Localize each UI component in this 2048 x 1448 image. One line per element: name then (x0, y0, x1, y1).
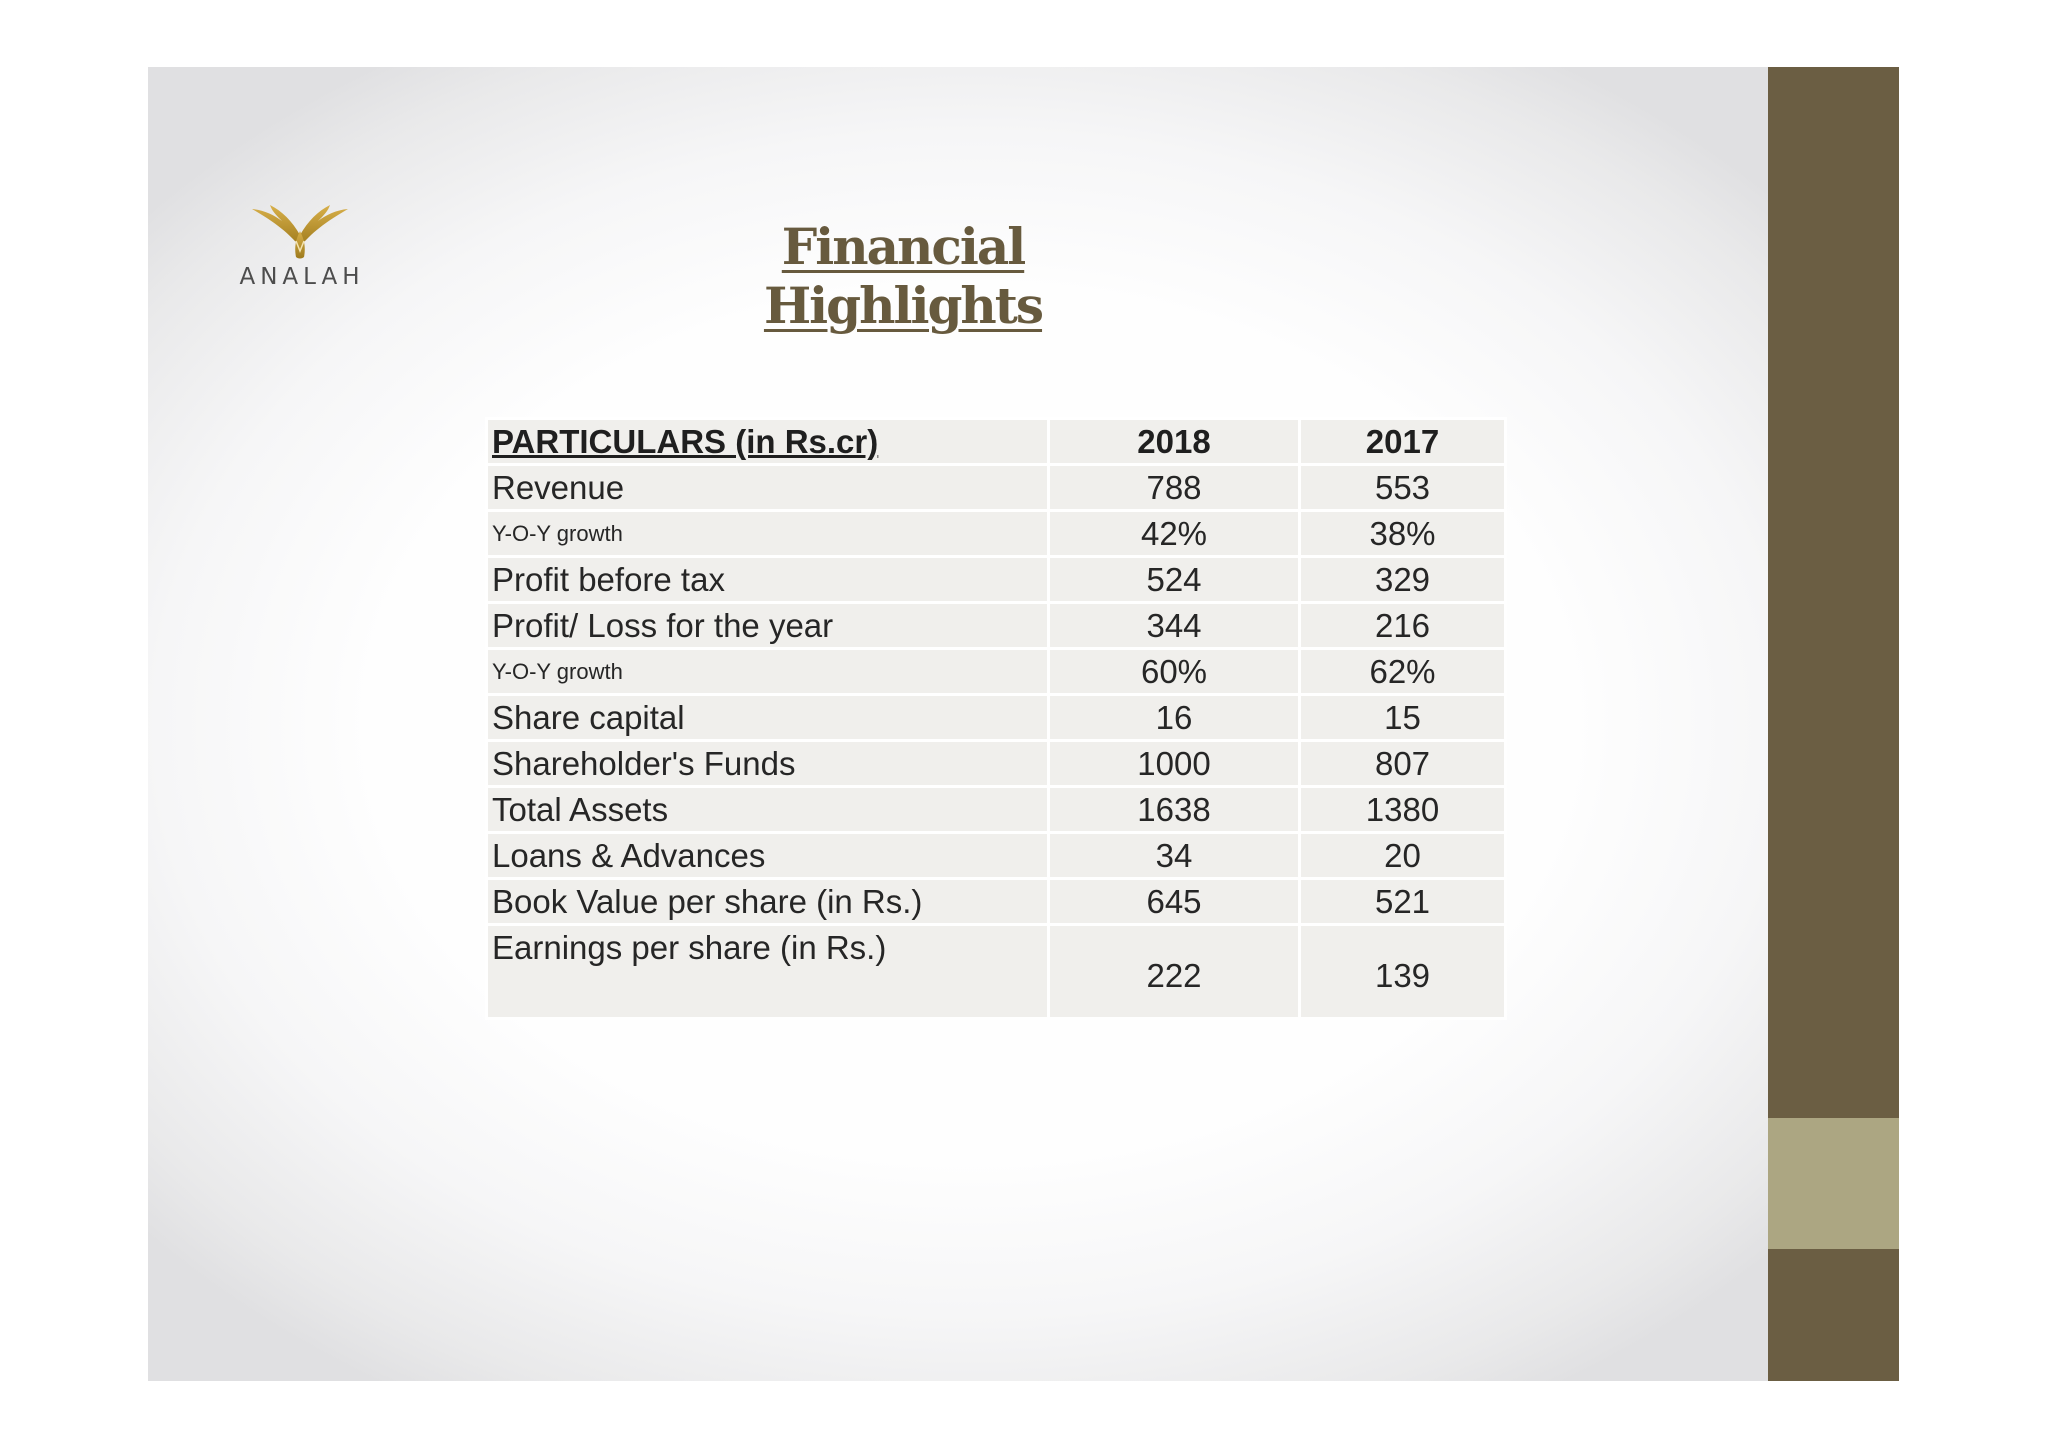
table-row-shareholders-funds: Shareholder's Funds 1000 807 (485, 739, 1507, 788)
row-label: Y-O-Y growth (485, 509, 1050, 558)
value-2018: 42% (1047, 509, 1301, 558)
value-2018: 645 (1047, 877, 1301, 926)
slide: ANALAH Financial Highlights PARTICULARS … (148, 67, 1899, 1381)
value-2018: 60% (1047, 647, 1301, 696)
value-2017: 62% (1298, 647, 1507, 696)
row-label: Profit before tax (485, 555, 1050, 604)
header-2017: 2017 (1298, 417, 1507, 466)
header-2018: 2018 (1047, 417, 1301, 466)
value-2017: 1380 (1298, 785, 1507, 834)
table-row-total-assets: Total Assets 1638 1380 (485, 785, 1507, 834)
table-header-row: PARTICULARS (in Rs.cr) 2018 2017 (485, 417, 1507, 466)
value-2017: 139 (1298, 923, 1507, 1020)
value-2018: 344 (1047, 601, 1301, 650)
logo-wordmark: ANALAH (239, 264, 365, 290)
value-2018: 222 (1047, 923, 1301, 1020)
value-2018: 1638 (1047, 785, 1301, 834)
value-2018: 1000 (1047, 739, 1301, 788)
financial-table: PARTICULARS (in Rs.cr) 2018 2017 Revenue… (485, 417, 1507, 1020)
row-label: Loans & Advances (485, 831, 1050, 880)
row-label: Earnings per share (in Rs.) (485, 923, 1050, 1020)
value-2017: 216 (1298, 601, 1507, 650)
value-2017: 38% (1298, 509, 1507, 558)
analah-logo: ANALAH (232, 201, 372, 301)
value-2017: 329 (1298, 555, 1507, 604)
table-row-eps: Earnings per share (in Rs.) 222 139 (485, 923, 1507, 1020)
table-row-revenue: Revenue 788 553 (485, 463, 1507, 512)
table-row-profit-before-tax: Profit before tax 524 329 (485, 555, 1507, 604)
value-2018: 788 (1047, 463, 1301, 512)
row-label: Shareholder's Funds (485, 739, 1050, 788)
row-label: Y-O-Y growth (485, 647, 1050, 696)
header-particulars: PARTICULARS (in Rs.cr) (485, 417, 1050, 466)
side-band-top (1768, 67, 1899, 1118)
value-2017: 807 (1298, 739, 1507, 788)
table-row-loans-advances: Loans & Advances 34 20 (485, 831, 1507, 880)
value-2017: 20 (1298, 831, 1507, 880)
row-label: Profit/ Loss for the year (485, 601, 1050, 650)
table-row-revenue-growth: Y-O-Y growth 42% 38% (485, 509, 1507, 558)
value-2018: 16 (1047, 693, 1301, 742)
side-band-bottom (1768, 1249, 1899, 1381)
eagle-logo-icon (252, 205, 348, 259)
row-label: Share capital (485, 693, 1050, 742)
row-label: Book Value per share (in Rs.) (485, 877, 1050, 926)
value-2018: 34 (1047, 831, 1301, 880)
value-2018: 524 (1047, 555, 1301, 604)
table-row-profit-loss: Profit/ Loss for the year 344 216 (485, 601, 1507, 650)
row-label: Revenue (485, 463, 1050, 512)
row-label: Total Assets (485, 785, 1050, 834)
value-2017: 521 (1298, 877, 1507, 926)
side-band-middle (1768, 1118, 1899, 1249)
value-2017: 553 (1298, 463, 1507, 512)
table-row-share-capital: Share capital 16 15 (485, 693, 1507, 742)
page-title: Financial Highlights (763, 217, 1044, 335)
table-row-profit-growth: Y-O-Y growth 60% 62% (485, 647, 1507, 696)
table-row-book-value: Book Value per share (in Rs.) 645 521 (485, 877, 1507, 926)
value-2017: 15 (1298, 693, 1507, 742)
